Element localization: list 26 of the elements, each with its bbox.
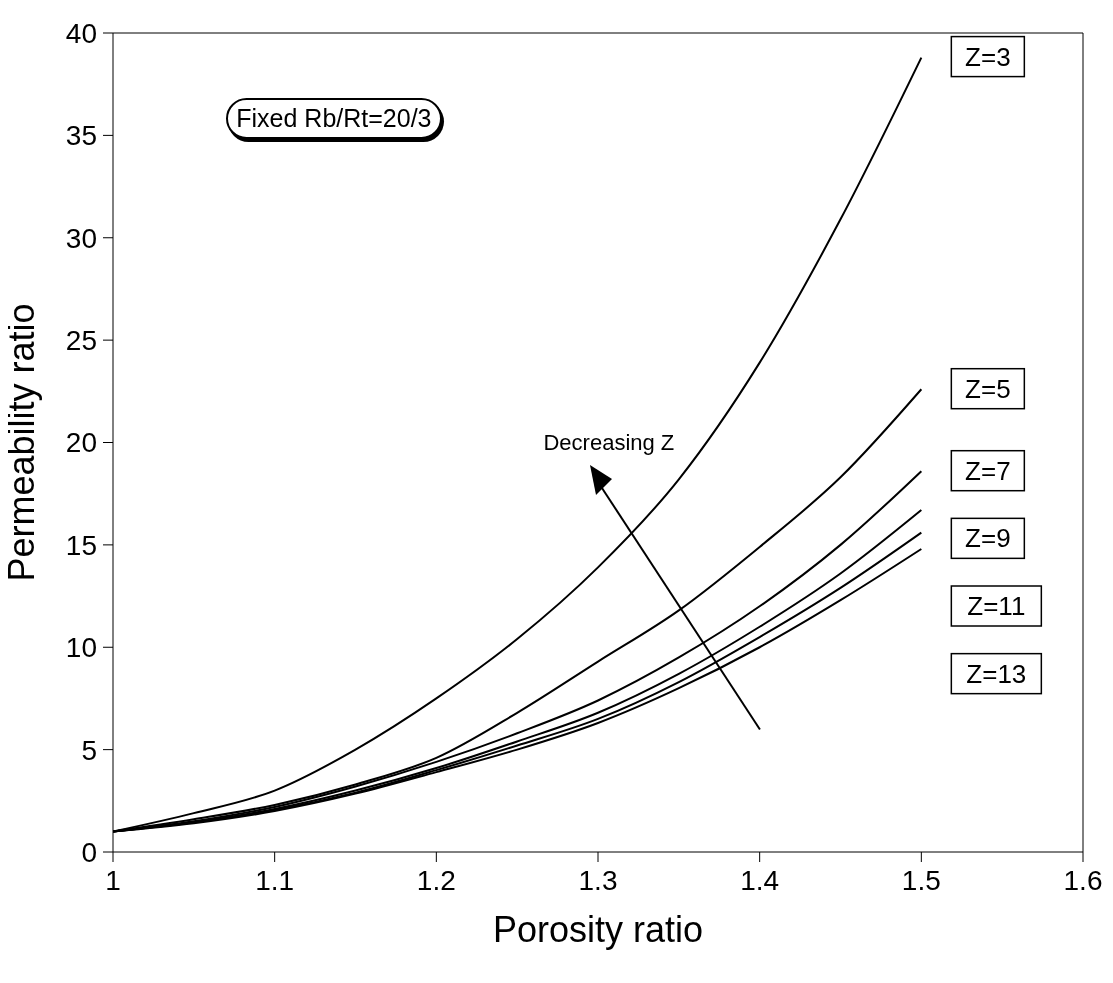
x-tick-label: 1.2 [416,864,456,896]
x-axis-title: Porosity ratio [492,909,704,950]
text: Z=11 [967,591,1026,621]
y-tick-label: 25 [65,325,97,357]
y-tick-label: 15 [65,529,97,561]
series-label: Z=3 [965,41,1011,72]
series-label: Z=9 [965,523,1011,554]
y-tick-label: 30 [65,222,97,254]
x-tick-label: 1.1 [255,864,295,896]
y-tick-label: 40 [65,17,97,49]
y-tick-label: 5 [81,734,97,766]
x-tick-label: 1 [105,864,121,896]
text: Z=13 [966,658,1027,689]
y-axis-title: Permeability ratio [0,303,42,582]
y-tick-label: 20 [65,427,97,459]
y-tick-label: 10 [65,632,97,664]
annotation: Decreasing Z [543,429,675,456]
x-tick-label: 1.5 [901,864,941,896]
series-label: Z=7 [965,455,1011,486]
series-label: Z=5 [965,373,1011,404]
x-tick-label: 1.3 [578,864,618,896]
x-tick-label: 1.6 [1063,864,1103,896]
y-tick-label: 35 [65,120,97,152]
annotation: Fixed Rb/Rt=20/3 [226,97,442,139]
y-tick-label: 0 [81,836,97,868]
x-tick-label: 1.4 [740,864,780,896]
